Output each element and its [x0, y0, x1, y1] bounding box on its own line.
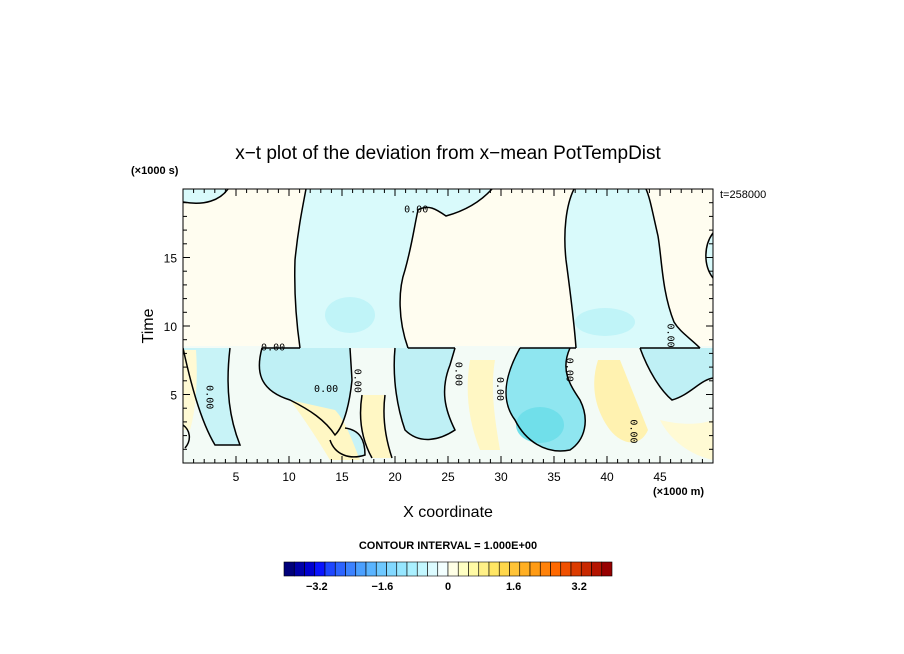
top-left-cold-cap [183, 189, 228, 204]
contour-interval-text: CONTOUR INTERVAL = 1.000E+00 [359, 540, 537, 552]
colorbar-swatch-16 [447, 561, 459, 577]
lower-warm-patch-4 [360, 395, 392, 458]
x-tick-label: 25 [441, 470, 455, 484]
colorbar-tick-label: 0 [445, 581, 451, 593]
contour-label: 0.00 [404, 204, 428, 215]
upper-cold-plume-2 [564, 189, 700, 348]
colorbar-swatch-1 [293, 561, 305, 577]
zero-contour-lower-7 [359, 394, 393, 459]
y-tick-label: 5 [170, 389, 177, 403]
colorbar-tick-label: −1.6 [372, 581, 394, 593]
colorbar-swatch-19 [478, 561, 490, 577]
time-stamp: t=258000 [720, 189, 766, 201]
colorbar-swatch-0 [283, 561, 295, 577]
contour-label: 0.00 [203, 385, 214, 409]
colorbar-swatch-11 [396, 561, 408, 577]
zero-contour-plume-1 [294, 189, 493, 349]
colorbar-swatch-4 [324, 561, 336, 577]
colorbar-tick-label: 3.2 [572, 581, 587, 593]
colorbar-swatch-15 [437, 561, 449, 577]
x-tick-label: 5 [233, 470, 240, 484]
colorbar-swatch-24 [529, 561, 541, 577]
colorbar-swatch-21 [498, 561, 510, 577]
contour-label: 0.00 [564, 358, 575, 382]
colorbar-swatch-10 [386, 561, 398, 577]
colorbar-tick-label: 1.6 [506, 581, 521, 593]
lower-warm-patch-3 [467, 360, 500, 450]
x-tick-label: 15 [335, 470, 349, 484]
colorbar-swatch-17 [457, 561, 469, 577]
colorbar [283, 561, 613, 577]
x-axis-label: X coordinate [403, 504, 493, 521]
contour-label: 0.00 [314, 384, 338, 395]
colorbar-swatch-8 [365, 561, 377, 577]
colorbar-swatch-20 [488, 561, 500, 577]
zero-contour-plume-2 [564, 189, 701, 349]
zero-contour-lower-3 [505, 347, 586, 452]
zero-contour-lower-5 [183, 347, 242, 446]
colorbar-swatch-28 [570, 561, 582, 577]
contour-label: 0.00 [494, 377, 505, 401]
colorbar-swatch-29 [580, 561, 592, 577]
lower-warm-patch-6 [660, 420, 713, 460]
zero-contour-lines [183, 189, 713, 459]
zero-contour-lower-8 [183, 424, 191, 449]
colorbar-tick-label: −3.2 [306, 581, 328, 593]
x-tick-label: 30 [494, 470, 508, 484]
colorbar-swatch-23 [519, 561, 531, 577]
lower-warm-patch-5 [183, 350, 197, 430]
colorbar-swatch-18 [468, 561, 480, 577]
x-tick-label: 40 [600, 470, 614, 484]
colorbar-swatch-12 [406, 561, 418, 577]
colorbar-swatch-3 [314, 561, 326, 577]
colorbar-swatch-30 [591, 561, 603, 577]
colorbar-swatch-27 [560, 561, 572, 577]
colorbar-swatch-14 [427, 561, 439, 577]
chart-title: x−t plot of the deviation from x−mean Po… [235, 143, 661, 164]
contour-label: 0.00 [627, 419, 638, 443]
y-tick-label: 15 [164, 252, 178, 266]
zero-contour-lower-4 [639, 347, 713, 401]
colorbar-swatch-31 [601, 561, 613, 577]
zero-contour-right-edge [705, 232, 713, 279]
colorbar-swatch-25 [539, 561, 551, 577]
colorbar-swatch-13 [416, 561, 428, 577]
lower-cold-core [516, 407, 564, 443]
upper-cold-blob-2 [575, 308, 635, 336]
contour-label: 0.00 [664, 324, 675, 348]
colorbar-swatch-26 [550, 561, 562, 577]
x-unit-label: (×1000 m) [653, 486, 704, 498]
contour-label: 0.00 [352, 369, 363, 393]
lower-cold-patch-5 [183, 348, 240, 445]
colorbar-swatch-22 [509, 561, 521, 577]
colorbar-swatch-5 [334, 561, 346, 577]
colorbar-swatch-6 [345, 561, 357, 577]
x-tick-label: 35 [547, 470, 561, 484]
zero-contour-lower-1 [258, 347, 353, 437]
colorbar-swatch-9 [375, 561, 387, 577]
y-tick-label: 10 [164, 320, 178, 334]
colorbar-swatch-7 [355, 561, 367, 577]
contour-labels: 0.00 0.00 0.00 0.00 0.00 0.00 0.00 0.00 0.00 0.00 [203, 204, 675, 443]
colorbar-swatch-2 [304, 561, 316, 577]
x-tick-label: 10 [282, 470, 296, 484]
zero-contour-lower-2 [393, 347, 456, 441]
x-axis-ticks: 5 10 15 20 25 30 35 40 45 [193, 189, 703, 484]
contour-label: 0.00 [261, 343, 285, 354]
lower-cold-patch-2 [394, 348, 455, 440]
y-axis-ticks: 5 10 15 [164, 202, 713, 450]
y-unit-label: (×1000 s) [131, 165, 179, 177]
lower-warm-patch-2 [594, 360, 648, 443]
y-axis-label: Time [140, 308, 157, 343]
x-tick-label: 45 [653, 470, 667, 484]
lower-warm-patch-1 [290, 400, 360, 460]
contour-label: 0.00 [452, 362, 463, 386]
zero-contour-lower-6 [329, 427, 366, 458]
x-tick-label: 20 [388, 470, 402, 484]
colorbar-tick-labels: −3.2 −1.6 0 1.6 3.2 [306, 581, 587, 593]
upper-cold-blob-1 [325, 297, 375, 333]
